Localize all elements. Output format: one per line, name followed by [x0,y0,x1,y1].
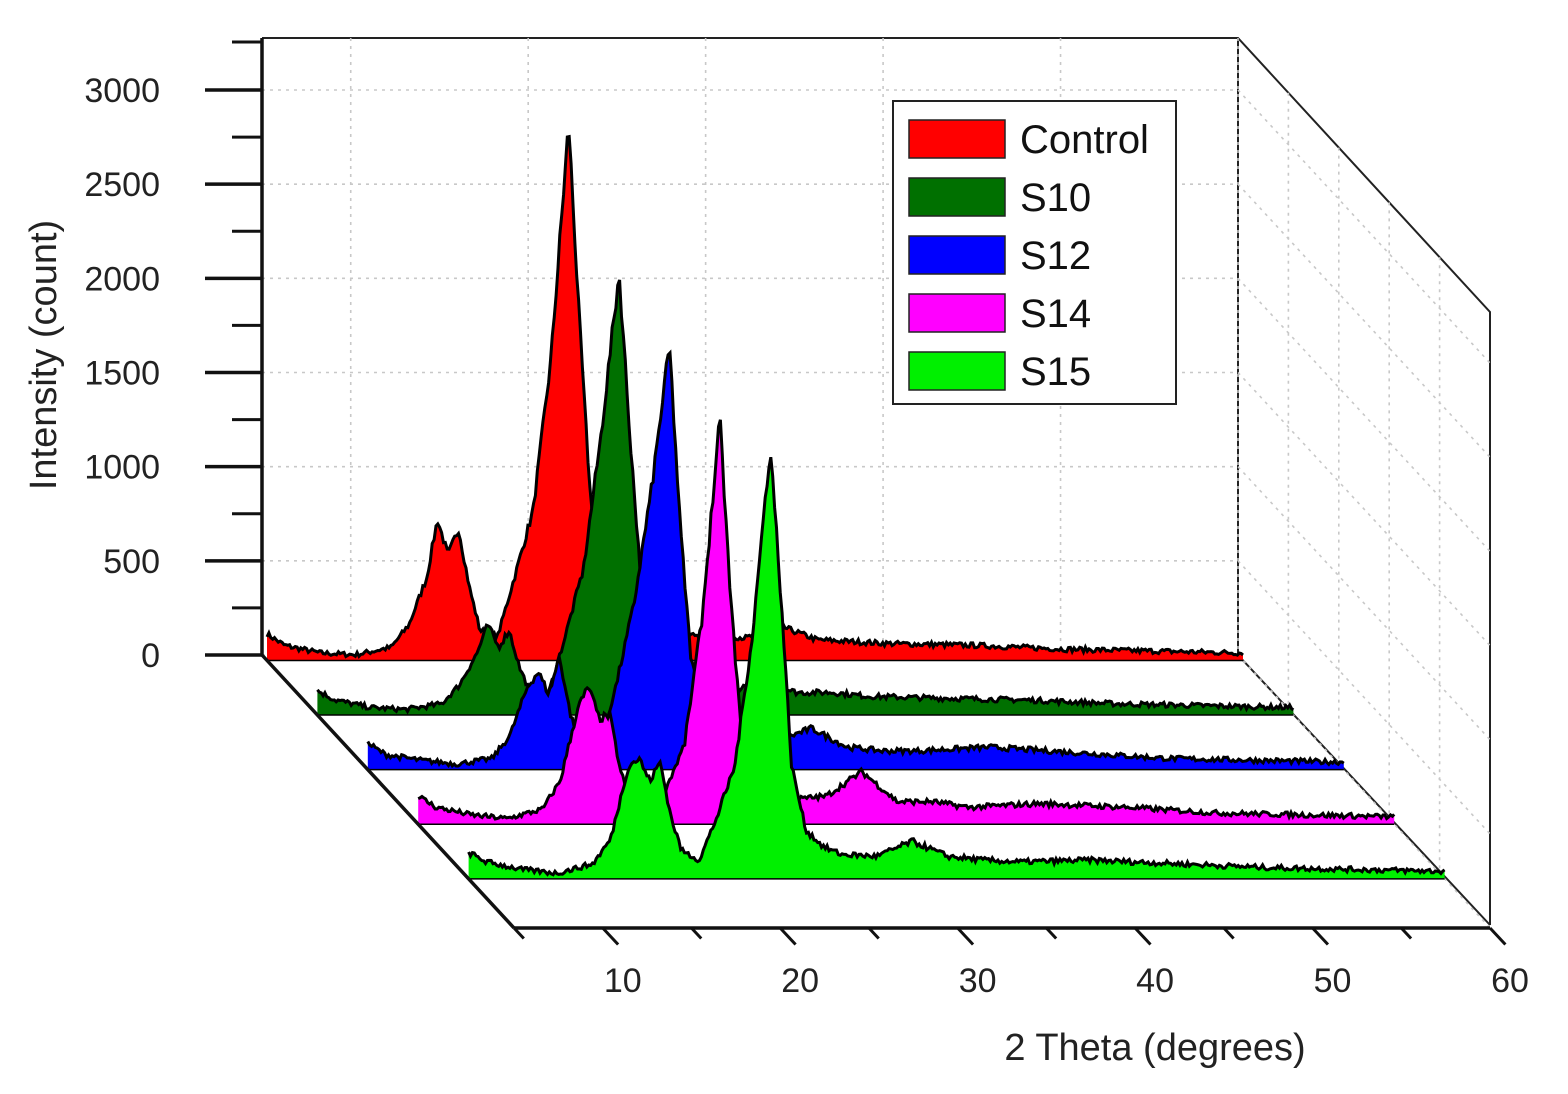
x-tick-major [956,926,975,946]
y-tick-label: 3000 [84,72,160,110]
series-line-s14 [417,419,1396,821]
grid-line-side [1237,277,1491,552]
legend-label-s14: S14 [1020,292,1091,336]
x-tick-minor [1400,926,1413,940]
series-layer [265,134,1446,880]
x-tick-label: 20 [781,962,819,1000]
x-tick-major [1311,926,1330,946]
series-line-s15 [467,456,1446,877]
grid-line-side [1237,89,1491,364]
legend-swatch-control [908,119,1006,159]
x-axis-ticks: 10 20 30 40 50 60 [512,926,1529,1000]
x-tick-label: 60 [1491,962,1529,1000]
depth-axis-line [260,653,516,930]
x-tick-major [779,926,797,946]
x-tick-minor [690,926,703,940]
legend-swatch-s12 [908,235,1006,275]
series-line-s12 [366,349,1345,769]
x-tick-minor [512,926,525,940]
legend-label-s15: S15 [1020,350,1091,394]
y-axis-title: Intensity (count) [23,220,65,490]
series-line-s10 [316,279,1295,715]
x-tick-major [601,926,620,946]
y-tick-label: 0 [141,637,160,675]
legend-label-s12: S12 [1020,234,1091,278]
grid-line-side [1237,654,1491,929]
grid-line-side [1237,560,1491,835]
x-tick-label: 40 [1136,962,1174,1000]
legend-label-s10: S10 [1020,176,1091,220]
x-tick-minor [1045,926,1058,940]
legend-swatch-s15 [908,351,1006,391]
grid-line-side [1237,183,1491,458]
x-tick-label: 30 [959,962,997,1000]
x-tick-label: 10 [604,962,642,1000]
legend-swatch-s14 [908,293,1006,333]
x-tick-label: 50 [1314,962,1352,1000]
legend: Control S10 S12 S14 S15 [892,100,1177,405]
grid-line-side [1237,466,1491,741]
y-tick-label: 1000 [84,449,160,487]
y-tick-label: 1500 [84,355,160,393]
x-axis-title: 2 Theta (degrees) [1004,1027,1305,1069]
x-tick-minor [867,926,880,940]
legend-swatch-s10 [908,177,1006,217]
x-tick-major [1133,926,1152,946]
x-tick-minor [1222,926,1235,940]
y-axis-ticks: 0 500 1000 1500 2000 2500 3000 [84,40,262,675]
y-tick-label: 500 [103,543,160,581]
legend-label-control: Control [1020,118,1149,162]
x-tick-major [1488,926,1507,946]
y-tick-label: 2000 [84,260,160,298]
y-tick-label: 2500 [84,166,160,204]
grid-line-side [1237,371,1491,647]
